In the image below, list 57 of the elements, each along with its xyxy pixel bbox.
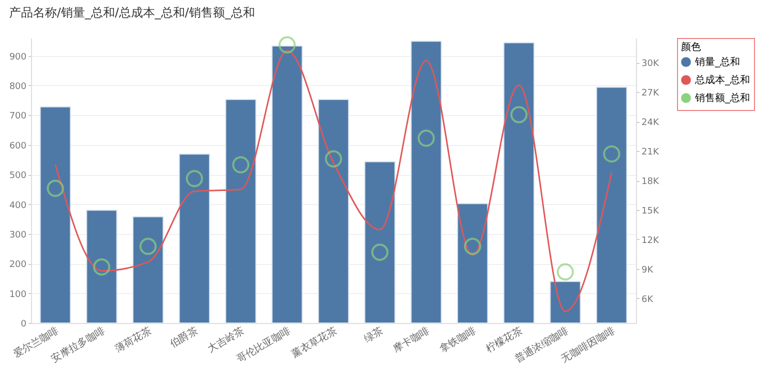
bar bbox=[225, 98, 256, 324]
point bbox=[324, 150, 342, 168]
x-tick-label: 薄荷花茶 bbox=[112, 324, 154, 356]
bar bbox=[86, 210, 118, 324]
y2-tick-label: 6K bbox=[642, 294, 654, 305]
point bbox=[46, 180, 64, 197]
point bbox=[418, 130, 435, 147]
x-tick-label: 摩卡咖啡 bbox=[391, 324, 432, 356]
point bbox=[278, 36, 296, 54]
point bbox=[464, 238, 482, 255]
point bbox=[232, 156, 250, 174]
y-tick-label: 500 bbox=[9, 171, 27, 182]
y2-tick-label: 18K bbox=[642, 177, 660, 187]
point bbox=[603, 145, 620, 163]
x-tick-label: 绿茶 bbox=[362, 324, 386, 346]
bar bbox=[318, 98, 350, 324]
chart-title: 产品名称/销量_总和/总成本_总和/销售额_总和 bbox=[8, 5, 255, 20]
point bbox=[556, 263, 574, 280]
y2-tick-label: 21K bbox=[642, 148, 660, 158]
y-tick-label: 0 bbox=[20, 320, 27, 330]
y-tick-label: 800 bbox=[9, 82, 27, 92]
y2-tick-label: 12K bbox=[642, 236, 660, 246]
y2-tick-label: 9K bbox=[642, 265, 654, 276]
bar bbox=[178, 154, 210, 324]
y-tick-label: 300 bbox=[9, 230, 27, 240]
legend-label: 销售额_总和 bbox=[694, 92, 750, 104]
x-tick-label: 拿铁咖啡 bbox=[437, 324, 478, 356]
bar bbox=[550, 280, 581, 324]
y2-tick-label: 15K bbox=[642, 206, 660, 216]
point bbox=[93, 258, 110, 276]
y-tick-label: 100 bbox=[9, 290, 27, 300]
y-tick-label: 700 bbox=[9, 112, 27, 122]
point bbox=[186, 170, 204, 188]
legend-label: 总成本_总和 bbox=[694, 74, 750, 86]
x-tick-label: 伯爵茶 bbox=[168, 324, 200, 350]
point bbox=[139, 238, 157, 255]
x-tick-label: 薰衣草花茶 bbox=[290, 324, 339, 360]
bar bbox=[132, 216, 164, 324]
bar bbox=[410, 40, 442, 324]
y-tick-label: 200 bbox=[9, 260, 27, 270]
y-tick-label: 600 bbox=[9, 141, 27, 152]
point bbox=[371, 244, 388, 261]
bar bbox=[364, 161, 396, 324]
bar bbox=[503, 42, 535, 324]
point bbox=[510, 106, 528, 124]
y-tick-label: 400 bbox=[9, 200, 27, 211]
y2-tick-label: 30K bbox=[642, 59, 660, 70]
line-series bbox=[54, 50, 612, 312]
legend-label: 销量_总和 bbox=[694, 56, 740, 68]
bar bbox=[596, 86, 628, 324]
bar bbox=[40, 106, 71, 324]
y2-tick-label: 24K bbox=[642, 118, 660, 128]
y-tick-label: 900 bbox=[9, 52, 27, 62]
bar bbox=[457, 203, 488, 324]
legend-title: 颜色 bbox=[681, 41, 701, 53]
y2-tick-label: 27K bbox=[642, 88, 660, 99]
bar bbox=[272, 46, 303, 324]
